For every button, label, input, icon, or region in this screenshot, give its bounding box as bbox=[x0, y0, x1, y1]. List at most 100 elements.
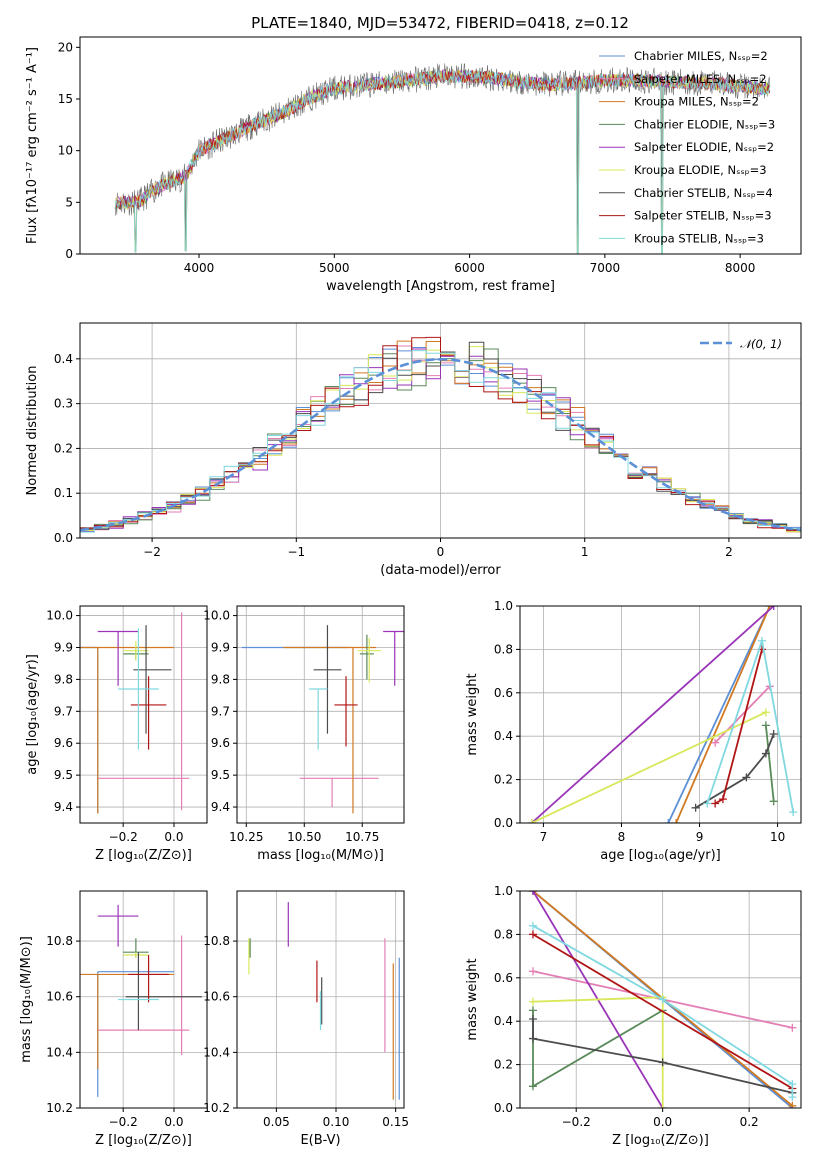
x-axis-label: wavelength [Angstrom, rest frame] bbox=[326, 279, 555, 294]
spectrum-line bbox=[114, 63, 771, 254]
x-tick-label: 2 bbox=[725, 545, 733, 559]
series-marker bbox=[788, 1080, 797, 1089]
y-tick-label: 15 bbox=[58, 92, 73, 106]
panel-age-vs-Z: −0.2 0.0 9.4 9.5 9.6 9.7 9.8 9.9 10.0 Z [log₁₀(Z/… bbox=[25, 605, 208, 863]
y-tick-label: 0.2 bbox=[494, 773, 513, 787]
series-marker bbox=[757, 636, 766, 645]
y-tick-label: 0.8 bbox=[494, 642, 513, 656]
series-line bbox=[714, 685, 771, 744]
x-tick-label: 0.15 bbox=[382, 1115, 409, 1129]
x-tick-label: 10.25 bbox=[229, 830, 263, 844]
y-tick-label: 10.6 bbox=[46, 990, 73, 1004]
series-marker bbox=[788, 1093, 797, 1102]
y-tick-label: 10.8 bbox=[203, 934, 230, 948]
series-line bbox=[532, 1019, 793, 1094]
series-marker bbox=[769, 797, 778, 806]
y-tick-label: 0 bbox=[65, 247, 73, 261]
weight-lines bbox=[527, 606, 798, 823]
x-tick-label: −0.2 bbox=[562, 1115, 591, 1129]
x-tick-label: 10.50 bbox=[287, 830, 321, 844]
series-marker bbox=[711, 738, 720, 747]
x-tick-label: 8 bbox=[618, 830, 626, 844]
legend-entry: Chabrier STELIB, Nₛₛₚ=4 bbox=[634, 186, 773, 200]
legend-entry: Kroupa STELIB, Nₛₛₚ=3 bbox=[634, 231, 764, 245]
y-tick-label: 0.2 bbox=[494, 1058, 513, 1072]
series-line bbox=[532, 996, 664, 1108]
x-tick-label: 7000 bbox=[590, 261, 621, 275]
y-tick-label: 10.0 bbox=[46, 609, 73, 623]
panel-massweight-vs-age: 7 8 9 10 0.0 0.2 0.4 0.6 0.8 1.0 age [log₁₀(age/yr… bbox=[465, 599, 802, 863]
legend-entry: Chabrier ELODIE, Nₛₛₚ=3 bbox=[634, 117, 775, 131]
y-axis-label: mass [log₁₀(M/M⊙)] bbox=[19, 936, 34, 1063]
panel-spectrum: 4000 5000 6000 7000 8000 0 5 10 15 20 wavelength [… bbox=[25, 36, 802, 294]
series-line bbox=[531, 606, 775, 823]
y-tick-label: 9.4 bbox=[54, 800, 73, 814]
legend-entry: Kroupa MILES, Nₛₛₚ=2 bbox=[634, 95, 759, 109]
x-tick-label: 10.75 bbox=[345, 830, 379, 844]
legend: Chabrier MILES, Nₛₛₚ=2 Salpeter MILES, Nₛ… bbox=[599, 49, 775, 245]
series-marker bbox=[742, 773, 751, 782]
y-tick-label: 0.4 bbox=[494, 729, 513, 743]
axes-frame bbox=[236, 890, 405, 1109]
errorbars bbox=[80, 612, 190, 814]
x-tick-label: 0.0 bbox=[164, 1115, 183, 1129]
series-marker bbox=[528, 1082, 537, 1091]
y-tick-label: 10.2 bbox=[46, 1101, 73, 1115]
x-tick-label: 0.0 bbox=[164, 830, 183, 844]
x-tick-label: −1 bbox=[287, 545, 305, 559]
errorbars bbox=[248, 902, 400, 1100]
normal-curve bbox=[80, 357, 801, 532]
legend-entry: 𝒩(0, 1) bbox=[740, 337, 782, 351]
y-tick-label: 0.4 bbox=[54, 352, 73, 366]
y-tick-label: 10 bbox=[58, 144, 73, 158]
y-tick-label: 20 bbox=[58, 40, 73, 54]
series-marker bbox=[527, 819, 536, 823]
x-tick-label: 9 bbox=[696, 830, 704, 844]
spectrum-line bbox=[114, 70, 770, 210]
y-tick-label: 9.6 bbox=[54, 736, 73, 750]
weight-lines bbox=[528, 891, 797, 1108]
x-tick-label: 0.10 bbox=[323, 1115, 350, 1129]
x-axis-label: age [log₁₀(age/yr)] bbox=[600, 848, 721, 863]
y-tick-label: 10.2 bbox=[203, 1101, 230, 1115]
y-tick-label: 0.6 bbox=[494, 971, 513, 985]
axes-frame bbox=[79, 36, 802, 255]
spectrum-line bbox=[114, 70, 770, 254]
y-tick-label: 9.8 bbox=[54, 672, 73, 686]
series-line bbox=[765, 725, 775, 802]
y-tick-label: 9.7 bbox=[54, 704, 73, 718]
legend-entry: Salpeter STELIB, Nₛₛₚ=3 bbox=[634, 209, 772, 223]
series-marker bbox=[761, 708, 770, 717]
y-axis-label: age [log₁₀(age/yr)] bbox=[25, 654, 40, 775]
series-marker bbox=[711, 799, 720, 808]
panel-residuals: −2 −1 0 1 2 0.0 0.1 0.2 0.3 0.4 (data-model)/error… bbox=[25, 322, 802, 578]
x-axis-label: mass [log₁₀(M/M⊙)] bbox=[257, 848, 384, 863]
y-tick-label: 9.4 bbox=[211, 800, 230, 814]
series-marker bbox=[718, 795, 727, 804]
series-marker bbox=[528, 997, 537, 1006]
y-tick-label: 0.8 bbox=[494, 927, 513, 941]
y-tick-label: 0.4 bbox=[494, 1014, 513, 1028]
x-tick-label: 0 bbox=[437, 545, 445, 559]
y-tick-label: 9.5 bbox=[54, 768, 73, 782]
x-axis-label: Z [log₁₀(Z/Z⊙)] bbox=[612, 1133, 709, 1148]
series-line bbox=[675, 606, 771, 823]
x-tick-label: 7 bbox=[540, 830, 548, 844]
panel-age-vs-mass: 10.25 10.50 10.75 9.4 9.5 9.6 9.7 9.8 9.9 10.0 mas… bbox=[203, 605, 405, 863]
spectrum-lines bbox=[114, 63, 771, 254]
axes-frame bbox=[79, 605, 208, 824]
y-axis-label: Flux [fλ10⁻¹⁷ erg cm⁻² s⁻¹ A⁻¹] bbox=[25, 47, 40, 244]
axes-frame bbox=[79, 322, 802, 539]
legend-entry: Salpeter MILES, Nₛₛₚ=2 bbox=[634, 72, 767, 86]
errorbars bbox=[241, 625, 404, 814]
x-tick-label: 0.2 bbox=[740, 1115, 759, 1129]
y-axis-label: mass weight bbox=[465, 958, 480, 1040]
x-axis-label: Z [log₁₀(Z/Z⊙)] bbox=[95, 1133, 192, 1148]
y-tick-label: 0.1 bbox=[54, 486, 73, 500]
series-line bbox=[706, 640, 795, 813]
y-tick-label: 9.5 bbox=[211, 768, 230, 782]
x-tick-label: −2 bbox=[143, 545, 161, 559]
legend: 𝒩(0, 1) bbox=[700, 337, 782, 351]
x-tick-label: 6000 bbox=[454, 261, 485, 275]
